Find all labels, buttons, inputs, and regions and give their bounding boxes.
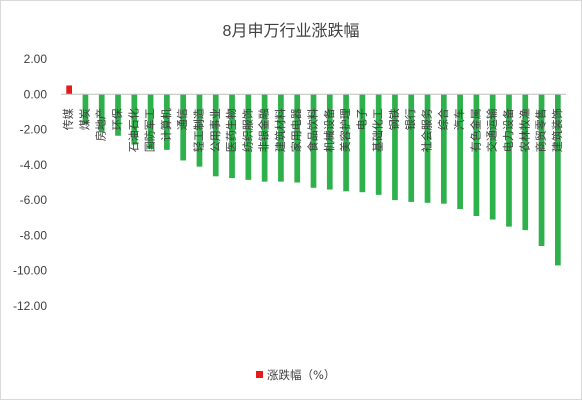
y-tick-label: -12.00 [13, 299, 47, 313]
x-tick-label: 商贸零售 [534, 108, 548, 152]
bar [375, 94, 382, 195]
bar [294, 94, 301, 183]
x-axis-ticks: 传媒 煤炭 房地产 环保 石油石化 国防军工 计算机 通信 轻工制造 公用事业 医药生物 纺织服饰 非银… [62, 108, 564, 152]
bar [538, 94, 545, 247]
x-tick-label: 医药生物 [224, 108, 238, 152]
y-tick-label: -8.00 [20, 228, 48, 242]
x-tick-label: 社会服务 [420, 108, 434, 152]
bar [408, 94, 415, 202]
y-tick-label: -6.00 [20, 193, 48, 207]
bar [392, 94, 398, 201]
x-tick-label: 石油石化 [126, 108, 140, 152]
x-tick-label: 汽车 [452, 108, 466, 130]
bar-series [66, 85, 561, 266]
x-tick-label: 建筑装饰 [550, 108, 564, 152]
bar [98, 94, 105, 133]
bar [66, 85, 72, 95]
bar [147, 94, 154, 149]
x-tick-label: 国防军工 [143, 108, 157, 152]
bar [522, 94, 529, 231]
x-tick-label: 农林牧渔 [517, 108, 531, 152]
x-tick-label: 计算机 [159, 108, 173, 141]
bar [82, 94, 89, 125]
y-axis-ticks: 2.00 0.00 -2.00 -4.00 -6.00 -8.00 -10.00 -12.00 [13, 52, 47, 313]
x-tick-label: 电力设备 [501, 108, 515, 152]
bar [229, 94, 235, 179]
bar [278, 94, 284, 182]
x-tick-label: 电子 [355, 108, 368, 130]
x-tick-label: 综合 [436, 108, 450, 130]
chart-title: 8月申万行业涨跌幅 [223, 22, 360, 40]
bar [506, 94, 512, 227]
y-tick-label: 2.00 [24, 52, 48, 66]
bar [555, 94, 561, 266]
legend-swatch [256, 371, 263, 378]
bar [180, 94, 187, 161]
bar [261, 94, 268, 182]
bar [310, 94, 317, 188]
bar [359, 94, 366, 193]
bar [489, 94, 496, 220]
bar [131, 94, 138, 145]
x-tick-label: 公用事业 [209, 108, 222, 152]
y-tick-label: -4.00 [20, 158, 48, 172]
x-tick-label: 非银金融 [257, 108, 271, 152]
x-tick-label: 建筑材料 [273, 108, 287, 152]
bar [457, 94, 463, 209]
x-tick-label: 煤炭 [78, 108, 91, 130]
y-tick-label: -10.00 [13, 264, 47, 278]
bar [164, 94, 170, 150]
bar [196, 94, 203, 167]
x-tick-label: 钢铁 [388, 108, 401, 130]
x-tick-label: 传媒 [62, 108, 75, 130]
bar [473, 94, 480, 217]
x-tick-label: 机械设备 [322, 108, 336, 152]
bar [245, 94, 252, 180]
bar [326, 94, 333, 190]
bar [343, 94, 349, 192]
x-tick-label: 基础化工 [371, 108, 385, 152]
x-tick-label: 美容护理 [338, 108, 352, 152]
x-tick-label: 银行 [403, 108, 417, 130]
x-tick-label: 纺织服饰 [240, 108, 254, 152]
y-tick-label: -2.00 [20, 123, 48, 137]
x-tick-label: 有色金属 [468, 108, 482, 152]
x-tick-label: 轻工制造 [191, 108, 205, 152]
x-tick-label: 交通运输 [485, 108, 499, 152]
x-tick-label: 家用电器 [289, 108, 303, 152]
legend-label: 涨跌幅（%） [267, 368, 335, 382]
x-tick-label: 食品饮料 [306, 108, 320, 152]
y-tick-label: 0.00 [24, 87, 48, 101]
bar [115, 94, 121, 136]
x-tick-label: 房地产 [94, 108, 108, 141]
bar [212, 94, 219, 177]
x-tick-label: 通信 [176, 108, 189, 130]
bar [440, 94, 447, 204]
legend: 涨跌幅（%） [256, 368, 335, 382]
x-tick-label: 环保 [110, 108, 124, 130]
bar [424, 94, 431, 203]
